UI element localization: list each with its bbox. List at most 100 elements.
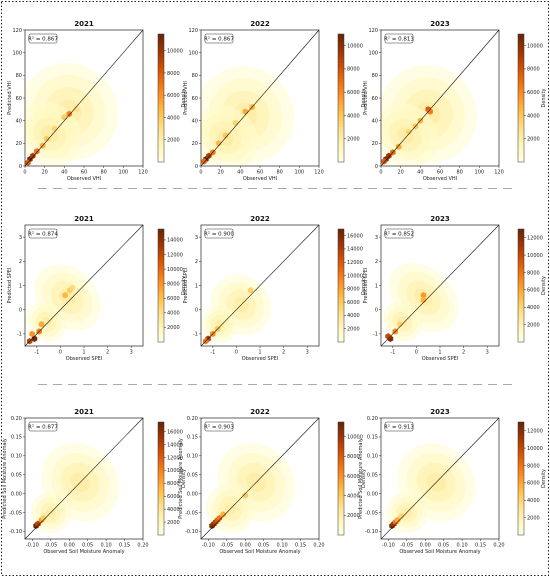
colorbar-tick-label: 6000 <box>527 90 540 96</box>
colorbar-step <box>518 37 524 41</box>
colorbar-step <box>518 50 524 54</box>
colorbar-step <box>158 126 164 131</box>
colorbar-step <box>338 296 344 300</box>
colorbar-step <box>518 117 524 121</box>
colorbar-step <box>338 149 344 153</box>
r2-annotation: R² = 0.903 <box>204 424 234 431</box>
colorbar-step <box>158 104 164 108</box>
colorbar-step <box>158 152 164 156</box>
colorbar-step <box>518 503 524 508</box>
x-tick-label: 60 <box>257 170 263 176</box>
colorbar-step <box>518 158 524 163</box>
y-tick-label: 0.15 <box>11 435 22 441</box>
density-bin <box>201 158 207 165</box>
colorbar-step <box>338 288 344 292</box>
x-tick-label: 120 <box>494 170 504 176</box>
colorbar-step <box>518 34 524 38</box>
colorbar-step <box>158 492 164 496</box>
r2-annotation: R² = 0.874 <box>28 231 58 238</box>
colorbar-step <box>158 427 164 431</box>
density-bin <box>40 515 47 522</box>
y-tick-label: 0 <box>375 308 378 314</box>
colorbar-step <box>518 234 524 238</box>
identity-line <box>24 29 144 167</box>
y-tick-label: 0.20 <box>367 416 378 422</box>
colorbar-step <box>338 529 344 533</box>
colorbar-step <box>158 75 164 80</box>
y-tick-label: 3 <box>19 235 22 241</box>
colorbar-step <box>518 438 524 443</box>
colorbar-step <box>338 327 344 331</box>
y-tick-label: 0.00 <box>11 491 22 497</box>
colorbar-step <box>338 461 344 465</box>
colorbar-step <box>518 484 524 488</box>
colorbar-step <box>518 299 524 303</box>
colorbar-step <box>338 46 344 51</box>
x-tick-label: 3 <box>306 350 309 356</box>
colorbar-step <box>338 455 344 460</box>
y-tick-label: 0.15 <box>187 435 198 441</box>
colorbar-tick-label: 10000 <box>347 273 363 279</box>
y-tick-label: 2 <box>195 259 198 265</box>
x-tick-label: 2 <box>462 350 465 356</box>
colorbar-step <box>518 427 524 431</box>
colorbar-step <box>518 453 524 457</box>
chart-panel-6: -1 0 1 2 3 -1 0 1 2 3 2023 Observed SPEI Predicted S… <box>363 215 547 362</box>
colorbar-step <box>338 495 344 499</box>
colorbar-step <box>338 308 344 312</box>
colorbar-step <box>158 339 164 343</box>
colorbar-step <box>518 296 524 300</box>
colorbar-step <box>518 66 524 70</box>
density-bin <box>43 135 50 142</box>
colorbar-step <box>158 464 164 468</box>
y-tick-label: 0 <box>19 164 22 170</box>
colorbar-step <box>518 467 524 471</box>
y-tick-label: 0.10 <box>187 454 198 460</box>
colorbar-step <box>518 229 524 233</box>
x-tick-label: 0.05 <box>258 543 269 549</box>
colorbar-step <box>158 285 164 289</box>
x-axis-label: Observed VHI <box>243 176 277 182</box>
y-tick-label: -0.05 <box>365 510 378 516</box>
colorbar-frame <box>517 421 525 536</box>
colorbar-step <box>158 251 164 255</box>
colorbar-step <box>338 305 344 309</box>
density-bin <box>31 335 38 342</box>
identity-line <box>380 29 500 167</box>
colorbar-step <box>158 88 164 92</box>
colorbar-tick-label: 4000 <box>527 113 540 119</box>
colorbar-label: Density <box>541 88 547 107</box>
colorbar-step <box>338 515 344 519</box>
colorbar-tick-label: 16000 <box>167 429 183 435</box>
colorbar-step <box>158 265 164 269</box>
colorbar-tick-label: 6000 <box>167 494 180 500</box>
colorbar-tick-label: 14000 <box>167 238 183 244</box>
colorbar-step <box>338 509 344 513</box>
colorbar-step <box>338 492 344 496</box>
colorbar-step <box>338 265 344 269</box>
colorbar-step <box>338 66 344 70</box>
x-tick-label: -1 <box>390 350 395 356</box>
colorbar: 2000 4000 6000 8000 10000 Density <box>337 421 367 536</box>
colorbar-step <box>338 302 344 306</box>
colorbar: 2000 4000 6000 8000 10000 Density <box>337 33 367 163</box>
density-bin <box>215 140 222 147</box>
y-tick-label: 100 <box>12 50 22 56</box>
colorbar-step <box>518 288 524 292</box>
colorbar-step <box>518 475 524 479</box>
y-tick-label: 3 <box>195 235 198 241</box>
colorbar-step <box>158 234 164 238</box>
colorbar-step <box>518 327 524 331</box>
colorbar-frame <box>517 33 525 163</box>
x-tick-label: -0.10 <box>202 543 215 549</box>
r2-box <box>204 33 234 44</box>
colorbar-tick-label: 8000 <box>347 287 360 293</box>
y-tick-label: 60 <box>16 96 22 102</box>
colorbar-step <box>338 37 344 41</box>
colorbar-tick-label: 2000 <box>527 322 540 328</box>
colorbar-step <box>158 56 164 60</box>
r2-box <box>28 228 58 239</box>
x-axis-label: Observed Soil Moisture Anomaly <box>399 549 480 555</box>
x-tick-label: 0 <box>199 170 202 176</box>
